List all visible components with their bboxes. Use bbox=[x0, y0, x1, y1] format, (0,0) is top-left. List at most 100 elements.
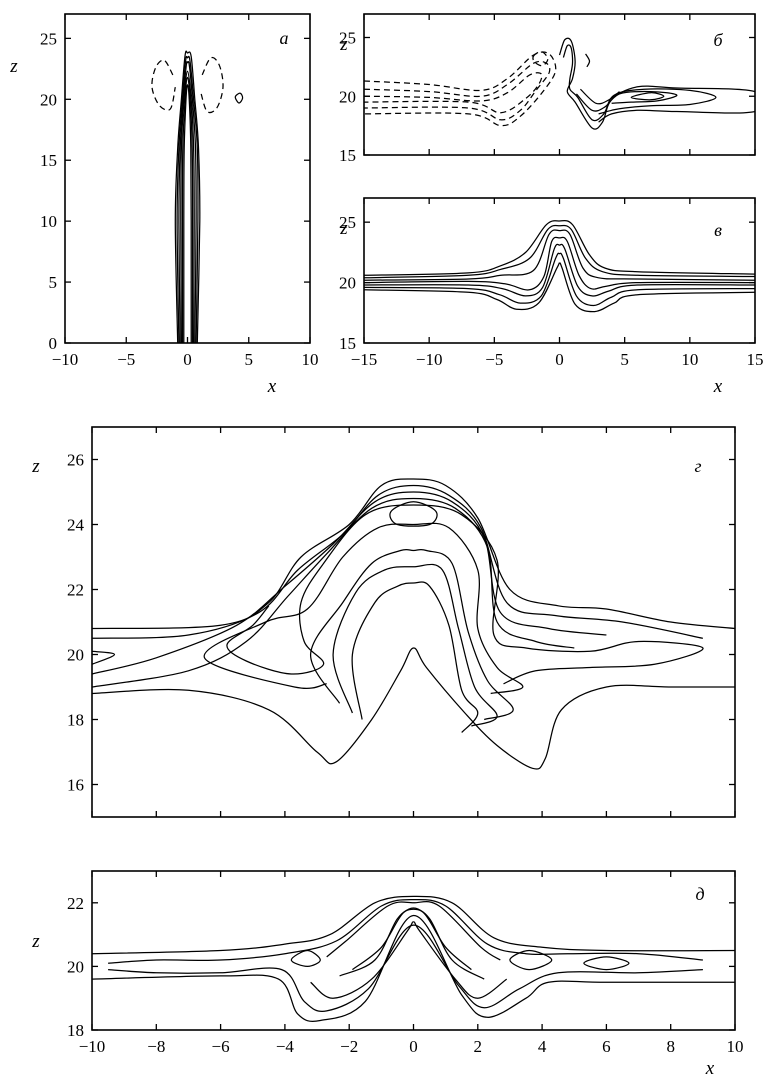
panel-g-contour-0 bbox=[92, 478, 735, 630]
panel-v-contour-4 bbox=[364, 243, 755, 297]
panel-d-xtick-label: 8 bbox=[666, 1037, 675, 1056]
panel-v-ytick-label: 25 bbox=[339, 213, 356, 232]
panel-d-ytick-label: 22 bbox=[67, 894, 84, 913]
panel-g-ytick-label: 24 bbox=[67, 516, 85, 535]
panel-v-ytick-label: 20 bbox=[339, 274, 356, 293]
panel-d-xtick-label: 6 bbox=[602, 1037, 611, 1056]
panel-b-contour-6 bbox=[575, 90, 678, 112]
panel-d: −10 −8 −6 −4 −2 0 2 4 6 8 10 18 20 22 z x д bbox=[31, 870, 744, 1079]
panel-a-contour-2 bbox=[178, 61, 197, 343]
panel-b-contour-7 bbox=[630, 92, 665, 101]
panel-a-xtick-label: 10 bbox=[302, 350, 319, 369]
panel-d-ytick-label: 18 bbox=[67, 1021, 84, 1040]
panel-d-contours bbox=[92, 895, 735, 1022]
panel-a-xtick-label: 0 bbox=[183, 350, 192, 369]
panel-b-ytick-label: 25 bbox=[339, 29, 356, 48]
panel-v-xtick-label: 0 bbox=[555, 350, 564, 369]
panel-g-contour-7 bbox=[389, 501, 438, 527]
panel-d-xlabel: x bbox=[705, 1058, 715, 1079]
panel-a-xtick-label: −10 bbox=[52, 350, 79, 369]
panel-v-xtick-label: 15 bbox=[747, 350, 764, 369]
panel-v-ylabel: z bbox=[339, 218, 348, 239]
panel-v-contour-6 bbox=[364, 262, 755, 313]
panel-a-ytick-label: 15 bbox=[40, 151, 57, 170]
panel-a: −10 −5 0 5 10 0 5 10 15 20 25 z x а bbox=[9, 13, 319, 397]
panel-b-contour-8 bbox=[579, 88, 620, 105]
panel-b-contour-0 bbox=[364, 51, 557, 127]
panel-d-contour-3 bbox=[108, 924, 703, 1013]
panel-v-letter: в bbox=[714, 220, 722, 240]
panel-d-contour-10 bbox=[352, 907, 472, 971]
panel-g-contours bbox=[92, 478, 735, 770]
panel-a-ytick-label: 5 bbox=[49, 273, 58, 292]
panel-b-contour-2 bbox=[364, 72, 543, 114]
panel-b-ytick-label: 20 bbox=[339, 87, 356, 106]
panel-a-contour-6 bbox=[151, 59, 176, 111]
panel-g-ytick-label: 20 bbox=[67, 646, 84, 665]
panel-d-contour-2 bbox=[108, 898, 703, 964]
panel-v: −15 −10 −5 0 5 10 15 15 20 25z x в bbox=[339, 197, 764, 397]
panel-b-frame bbox=[363, 13, 756, 156]
panel-v-contour-1 bbox=[364, 224, 755, 279]
panel-d-xtick-label: −10 bbox=[79, 1037, 106, 1056]
panel-d-contour-0 bbox=[92, 895, 735, 955]
panel-v-xtick-label: 10 bbox=[681, 350, 698, 369]
panel-b-contour-4 bbox=[558, 37, 755, 130]
panel-b-ytick-label: 15 bbox=[339, 146, 356, 165]
panel-v-frame bbox=[363, 197, 756, 344]
panel-v-contour-3 bbox=[364, 236, 755, 291]
panel-v-contours bbox=[364, 220, 755, 313]
panel-a-contours bbox=[151, 50, 244, 343]
panel-g-contour-1 bbox=[92, 484, 704, 639]
panel-g-ytick-label: 18 bbox=[67, 711, 84, 730]
panel-d-xtick-label: −4 bbox=[276, 1037, 295, 1056]
panel-d-xtick-label: −8 bbox=[147, 1037, 165, 1056]
panel-b-contour-3 bbox=[532, 50, 549, 67]
panel-a-ytick-label: 0 bbox=[49, 334, 58, 353]
panel-d-contour-7 bbox=[310, 921, 508, 999]
panel-d-ylabel: z bbox=[31, 931, 40, 952]
panel-d-ytick-label: 20 bbox=[67, 957, 84, 976]
panel-g-contour-9 bbox=[332, 563, 498, 727]
panel-a-frame bbox=[64, 13, 311, 344]
panel-g-ytick-label: 26 bbox=[67, 451, 84, 470]
panel-b-contour-9 bbox=[585, 53, 591, 68]
panel-a-contour-4 bbox=[181, 76, 194, 343]
panel-d-xtick-label: 0 bbox=[409, 1037, 418, 1056]
panel-a-letter: а bbox=[280, 28, 289, 48]
panel-v-xtick-label: −15 bbox=[351, 350, 378, 369]
panel-g-contour-5 bbox=[226, 504, 704, 685]
panel-d-xtick-label: −2 bbox=[340, 1037, 358, 1056]
panel-v-contour-0 bbox=[364, 220, 755, 276]
panel-a-contour-0 bbox=[174, 50, 201, 343]
panel-a-xtick-label: −5 bbox=[117, 350, 135, 369]
panel-a-contour-8 bbox=[234, 92, 244, 104]
panel-b-contour-5 bbox=[562, 44, 717, 122]
panel-g-ytick-label: 16 bbox=[67, 776, 84, 795]
panel-a-contour-7 bbox=[200, 56, 224, 114]
panel-v-xtick-label: 5 bbox=[620, 350, 629, 369]
panel-a-xtick-label: 5 bbox=[245, 350, 254, 369]
panel-g-contour-10 bbox=[351, 581, 479, 733]
panel-g-contour-3 bbox=[92, 491, 607, 675]
panel-v-xtick-label: −10 bbox=[416, 350, 443, 369]
panel-d-xtick-label: −6 bbox=[212, 1037, 230, 1056]
panel-g-ylabel: z bbox=[31, 456, 40, 477]
panel-b-contours bbox=[364, 37, 755, 130]
panel-d-xtick-label: 4 bbox=[538, 1037, 547, 1056]
panel-a-xlabel: x bbox=[267, 376, 277, 397]
panel-a-contour-1 bbox=[176, 55, 199, 343]
panel-a-ytick-label: 10 bbox=[40, 212, 57, 231]
panel-d-contour-1 bbox=[92, 914, 735, 1022]
panel-g-ytick-label: 22 bbox=[67, 581, 84, 600]
panel-g-contour-8 bbox=[309, 548, 514, 721]
panel-v-xtick-label: −5 bbox=[485, 350, 503, 369]
panel-g-contour-11 bbox=[92, 647, 735, 770]
panel-a-ytick-label: 20 bbox=[40, 90, 57, 109]
panel-d-contour-8 bbox=[326, 901, 501, 961]
panel-a-ylabel: z bbox=[9, 56, 18, 77]
panel-b-contour-1 bbox=[364, 60, 551, 121]
panel-d-contour-9 bbox=[339, 908, 485, 980]
panel-d-xtick-label: 10 bbox=[727, 1037, 744, 1056]
